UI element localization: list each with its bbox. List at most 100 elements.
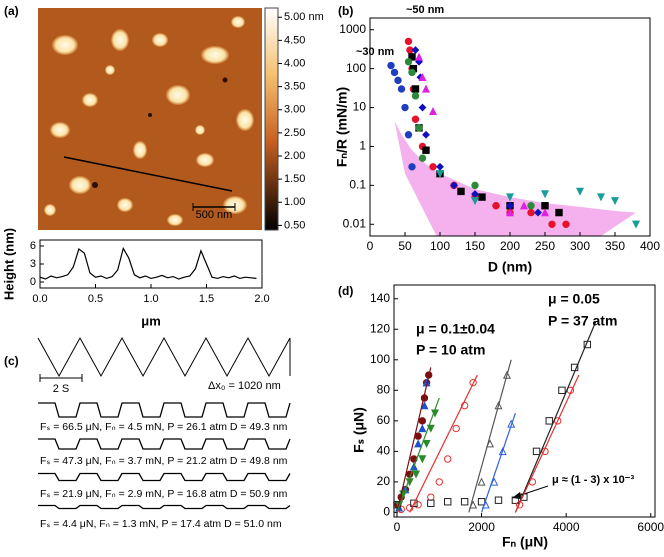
x-tick-label: 2000 bbox=[468, 520, 495, 534]
x-tick-label: 200 bbox=[500, 239, 520, 253]
marker bbox=[460, 401, 469, 410]
y-tick-label: 6 bbox=[30, 240, 36, 252]
line bbox=[396, 397, 440, 513]
marker bbox=[418, 417, 427, 425]
trace-label: Fₛ = 21.9 μN, Fₙ = 2.9 mN, P = 16.8 atm … bbox=[40, 488, 288, 500]
marker bbox=[494, 401, 503, 410]
marker bbox=[490, 477, 499, 486]
y-tick-label: 100 bbox=[370, 352, 390, 366]
marker bbox=[411, 46, 420, 54]
marker bbox=[471, 181, 479, 190]
marker bbox=[511, 496, 520, 504]
marker bbox=[527, 202, 535, 210]
annotation: μ = 0.1±0.04 bbox=[416, 321, 495, 337]
colorbar-label: 1.00 bbox=[284, 196, 305, 208]
marker bbox=[477, 477, 486, 486]
x-tick-label: 1.0 bbox=[143, 293, 158, 305]
line bbox=[39, 246, 257, 280]
y-tick-label: 1 bbox=[359, 139, 366, 153]
x-tick-label: 350 bbox=[605, 239, 625, 253]
colorbar-label: 4.00 bbox=[284, 57, 305, 69]
x-tick-label: 150 bbox=[465, 239, 485, 253]
marker bbox=[545, 417, 553, 425]
x-axis-label: D (nm) bbox=[488, 259, 532, 275]
scale-bar-label: 500 nm bbox=[196, 209, 233, 221]
x-tick-label: 50 bbox=[398, 239, 412, 253]
marker bbox=[418, 72, 427, 81]
x-tick-label: 0.0 bbox=[32, 293, 47, 305]
marker bbox=[418, 103, 427, 112]
marker bbox=[527, 208, 535, 217]
y-tick-label: 80 bbox=[377, 382, 391, 396]
marker bbox=[540, 208, 550, 217]
trace-label: Fₛ = 66.5 μN, Fₙ = 4.5 mN, P = 26.1 atm … bbox=[40, 421, 288, 433]
colorbar-label: 4.50 bbox=[284, 34, 305, 46]
x-tick-label: 300 bbox=[570, 239, 590, 253]
trace-label: Fₛ = 47.3 μN, Fₙ = 3.7 mN, P = 21.2 atm … bbox=[40, 455, 288, 467]
marker bbox=[477, 498, 486, 506]
marker bbox=[610, 197, 620, 206]
marker bbox=[397, 85, 406, 93]
marker bbox=[498, 447, 507, 456]
x-tick-label: 0 bbox=[394, 520, 401, 534]
marker bbox=[422, 130, 430, 139]
x-tick-label: 4000 bbox=[553, 520, 580, 534]
annotation: P = 37 atm bbox=[548, 313, 617, 329]
amplitude-label: Δx₀ = 1020 nm bbox=[208, 380, 281, 392]
marker bbox=[460, 498, 469, 506]
marker bbox=[387, 61, 395, 70]
marker bbox=[436, 162, 444, 171]
line bbox=[480, 413, 516, 513]
x-tick-label: 0.5 bbox=[88, 293, 103, 305]
y-axis-label: Fₙ/R (mN/m) bbox=[334, 87, 350, 167]
marker bbox=[411, 85, 420, 93]
colorbar-label: 3.00 bbox=[284, 104, 305, 116]
panel-label: (b) bbox=[338, 4, 353, 18]
period-label: 2 S bbox=[53, 383, 70, 395]
x-tick-label: 400 bbox=[640, 239, 660, 253]
marker bbox=[390, 68, 399, 77]
annotation: μ = 0.05 bbox=[548, 291, 600, 307]
marker bbox=[420, 401, 429, 410]
afm-image: 500 nm bbox=[38, 8, 262, 230]
marker bbox=[408, 68, 416, 77]
marker bbox=[562, 220, 570, 228]
marker bbox=[457, 187, 465, 196]
marker bbox=[429, 163, 437, 171]
marker bbox=[596, 193, 606, 202]
marker bbox=[427, 499, 435, 507]
marker bbox=[411, 115, 420, 123]
marker bbox=[505, 208, 515, 217]
y-tick-label: 100 bbox=[346, 61, 366, 75]
colorbar bbox=[264, 7, 279, 231]
marker bbox=[427, 493, 435, 501]
marker bbox=[444, 455, 452, 463]
panel-label: (a) bbox=[4, 4, 19, 18]
trace bbox=[38, 402, 291, 418]
marker bbox=[404, 131, 413, 139]
annotation: P = 10 atm bbox=[416, 342, 485, 358]
marker bbox=[410, 499, 418, 507]
marker bbox=[548, 220, 556, 228]
marker bbox=[435, 169, 445, 178]
x-axis-label: μm bbox=[141, 313, 161, 328]
marker bbox=[444, 498, 452, 506]
friction-traces bbox=[37, 336, 291, 382]
colorbar-label: 1.50 bbox=[284, 173, 305, 185]
arrow-head bbox=[512, 492, 521, 499]
marker bbox=[418, 154, 427, 162]
trace bbox=[38, 504, 291, 510]
x-axis-label: Fₙ (μN) bbox=[502, 534, 548, 550]
marker bbox=[452, 424, 460, 433]
trace bbox=[38, 438, 291, 450]
marker bbox=[421, 84, 431, 93]
marker bbox=[534, 208, 542, 217]
y-axis-label: Fₛ (μN) bbox=[351, 407, 367, 453]
x-tick-label: 0 bbox=[367, 239, 374, 253]
line bbox=[514, 374, 580, 513]
y-axis-label: Height (nm) bbox=[1, 228, 16, 300]
y-tick-label: 0.01 bbox=[343, 216, 367, 230]
line bbox=[396, 367, 432, 513]
trace bbox=[38, 472, 291, 482]
